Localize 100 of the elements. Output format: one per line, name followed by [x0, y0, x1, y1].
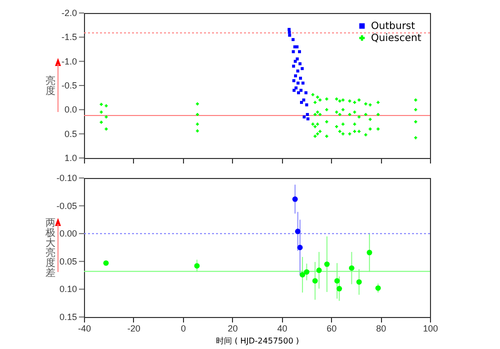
point	[314, 134, 317, 138]
y-tick-label: 0.00	[59, 228, 77, 239]
point	[298, 50, 302, 54]
point	[336, 286, 342, 292]
point	[348, 265, 354, 271]
point	[311, 93, 314, 96]
point	[348, 113, 352, 116]
point	[296, 45, 299, 48]
point	[316, 132, 320, 136]
y-tick-label: 0.10	[59, 284, 77, 294]
point	[304, 91, 308, 94]
point	[100, 102, 103, 106]
legend-label: Outburst	[371, 21, 416, 32]
point	[104, 128, 108, 130]
point	[288, 34, 292, 37]
point	[325, 134, 328, 138]
point	[366, 250, 372, 256]
x-tick-label: 20	[228, 324, 238, 334]
y-tick-label: -0.5	[61, 80, 77, 90]
point	[311, 122, 314, 126]
y-axis-title: 亮度	[46, 75, 56, 97]
point	[414, 98, 418, 102]
point	[294, 86, 298, 90]
point	[296, 70, 300, 72]
point	[100, 120, 103, 124]
y-tick-label: -0.05	[56, 200, 77, 211]
point	[306, 113, 309, 116]
point	[292, 64, 296, 68]
point	[296, 82, 300, 85]
y-tick-label: -2.0	[61, 8, 77, 18]
point	[353, 122, 356, 126]
point	[292, 50, 295, 54]
point	[300, 67, 304, 70]
point	[304, 269, 310, 275]
y-tick-label: 0.0	[64, 104, 77, 115]
point	[348, 99, 352, 102]
point	[194, 263, 200, 269]
point	[300, 272, 306, 278]
point	[325, 108, 328, 112]
point	[364, 102, 368, 106]
x-tick-label: -20	[127, 324, 140, 334]
y-tick-label: 0.15	[59, 312, 77, 322]
point	[305, 103, 308, 106]
point	[414, 108, 418, 112]
point	[103, 260, 109, 266]
point	[292, 38, 295, 42]
point	[294, 74, 298, 78]
x-tick-label: 100	[422, 324, 438, 334]
legend-label: Quiescent	[371, 33, 422, 44]
point	[368, 103, 372, 106]
point	[338, 130, 342, 133]
point	[297, 244, 303, 250]
point	[375, 285, 381, 291]
y-tick-label: -1.0	[61, 56, 77, 66]
point	[300, 100, 303, 104]
point	[356, 279, 362, 285]
point	[301, 82, 304, 85]
x-tick-label: 80	[376, 324, 386, 334]
point	[364, 133, 368, 136]
point	[297, 91, 300, 94]
point	[342, 122, 345, 126]
x-tick-label: 0	[180, 324, 186, 334]
point	[104, 115, 108, 118]
point	[298, 76, 302, 80]
point	[196, 122, 199, 126]
x-tick-label: -40	[78, 324, 92, 334]
point	[334, 278, 340, 284]
point	[338, 113, 342, 116]
point	[296, 57, 299, 60]
y-tick-label: 0.5	[64, 128, 77, 139]
point	[292, 88, 296, 92]
point	[312, 278, 318, 284]
point	[299, 88, 302, 92]
point	[338, 99, 342, 102]
point	[302, 98, 306, 102]
point	[414, 136, 418, 140]
point	[316, 268, 322, 274]
x-tick-label: 60	[326, 324, 337, 334]
point	[364, 113, 368, 116]
point	[294, 60, 297, 63]
y-tick-label: -0.10	[56, 173, 77, 183]
point	[342, 108, 345, 112]
point	[348, 132, 352, 136]
point	[325, 98, 328, 101]
point	[368, 118, 372, 121]
point	[292, 79, 296, 82]
point	[298, 62, 302, 66]
x-axis-title: 时间 ( HJD-2457500 )	[216, 336, 299, 346]
point	[306, 117, 310, 120]
point	[368, 128, 372, 130]
point	[325, 120, 328, 124]
y-tick-label: -1.5	[61, 32, 77, 42]
x-tick-label: 40	[277, 324, 288, 334]
point	[100, 110, 103, 114]
point	[295, 228, 301, 234]
point	[104, 104, 108, 108]
y-tick-label: 0.05	[59, 256, 77, 266]
point	[288, 28, 291, 31]
point	[302, 115, 306, 118]
y-axis-title: 两极大亮度差	[44, 218, 56, 279]
